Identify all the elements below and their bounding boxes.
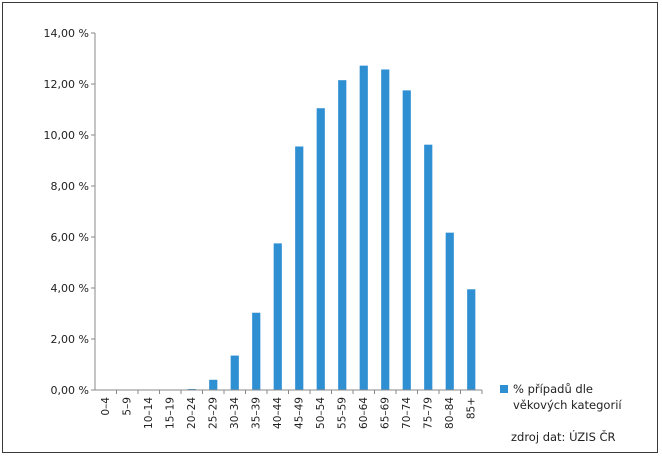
chart-frame [2, 2, 658, 453]
x-tick-label: 65–69 [379, 397, 391, 429]
x-axis: 0–4 5–9 10–14 15–19 20–24 25–29 30–34 35–39 40–4… [95, 389, 483, 429]
y-axis: 0,00 % 2,00 % 4,00 % 6,00 % 8,00 % 10,00 % 12,… [44, 27, 96, 397]
x-tick-label: 45–49 [293, 397, 305, 429]
bar [209, 379, 218, 390]
x-tick-label: 5–9 [121, 397, 133, 416]
y-tick-label: 10,00 % [44, 129, 89, 142]
x-tick-label: 55–59 [336, 397, 348, 429]
x-tick-label: 40–44 [272, 397, 284, 429]
x-tick-label: 0–4 [100, 397, 112, 416]
bar [445, 232, 454, 390]
bars-group [187, 65, 476, 391]
x-tick-label: 30–34 [229, 397, 241, 429]
bar [295, 146, 304, 390]
y-tick-label: 2,00 % [51, 333, 89, 346]
x-tick-label: 60–64 [358, 397, 370, 429]
x-tick-label: 20–24 [186, 397, 198, 429]
x-tick-label: 50–54 [315, 397, 327, 429]
source-credit: zdroj dat: ÚZIS ČR [511, 430, 616, 444]
bar [230, 355, 239, 390]
bar [316, 108, 325, 390]
bar [467, 289, 476, 390]
bar [187, 388, 196, 390]
y-tick-label: 0,00 % [51, 384, 89, 397]
bar [402, 90, 411, 390]
legend: % případů dle věkových kategorií [500, 381, 623, 413]
bar [338, 80, 347, 391]
y-tick-label: 12,00 % [44, 78, 89, 91]
x-tick-label: 85+ [465, 397, 477, 419]
legend-swatch [500, 385, 508, 393]
bar [273, 243, 282, 390]
x-tick-label: 80–84 [444, 397, 456, 429]
bar [381, 69, 390, 390]
y-tick-label: 8,00 % [51, 180, 89, 193]
x-tick-label: 75–79 [422, 397, 434, 429]
x-tick-label: 70–74 [401, 397, 413, 429]
x-tick-label: 15–19 [164, 397, 176, 429]
legend-label: % případů dle věkových kategorií [513, 382, 622, 412]
y-tick-label: 6,00 % [51, 231, 89, 244]
bar [424, 144, 433, 390]
y-tick-label: 14,00 % [44, 27, 89, 40]
x-tick-label: 10–14 [143, 397, 155, 429]
x-tick-label: 35–39 [250, 397, 262, 429]
x-tick-label: 25–29 [207, 397, 219, 429]
bar [359, 65, 368, 390]
y-tick-label: 4,00 % [51, 282, 89, 295]
bar [252, 312, 261, 390]
